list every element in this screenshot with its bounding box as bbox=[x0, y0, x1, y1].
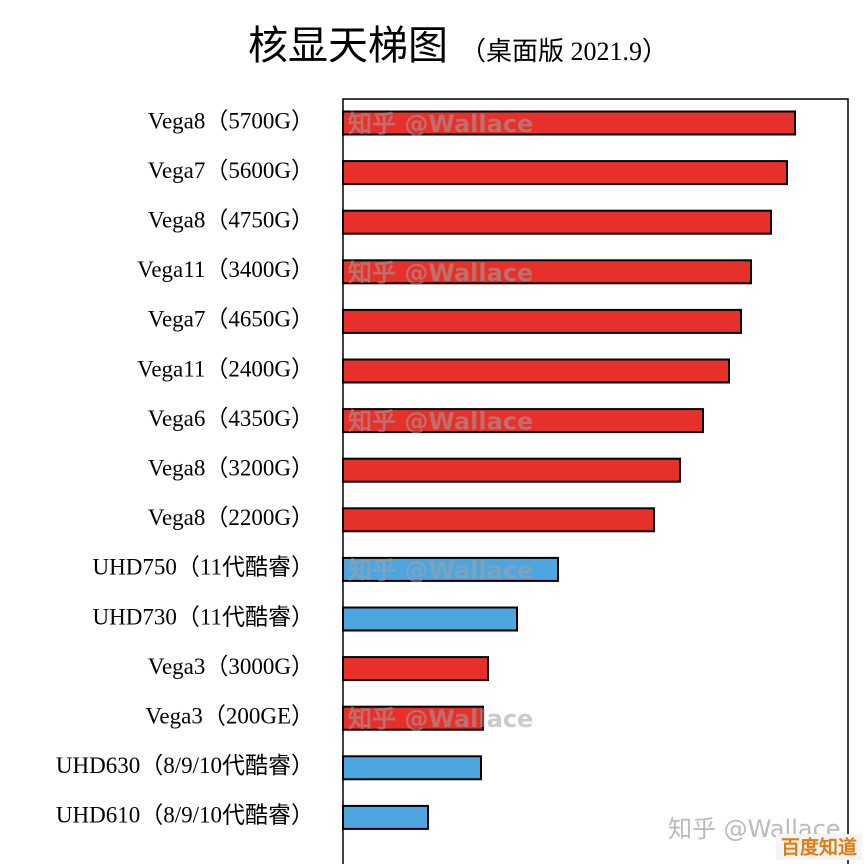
bar bbox=[342, 209, 772, 235]
bar bbox=[342, 507, 655, 533]
chart-subtitle: （桌面版 2021.9） bbox=[460, 37, 668, 66]
bar bbox=[342, 308, 742, 334]
bar bbox=[342, 160, 788, 186]
bar bbox=[342, 358, 730, 384]
y-tick-label: UHD730（11代酷睿） bbox=[93, 604, 314, 629]
y-tick-label: Vega7（5600G） bbox=[148, 158, 314, 183]
watermark: 知乎 @Wallace bbox=[348, 556, 533, 584]
bar bbox=[342, 606, 518, 632]
y-tick-label: Vega7（4650G） bbox=[148, 307, 314, 332]
y-tick-label: Vega11（3400G） bbox=[137, 257, 314, 282]
bar bbox=[342, 457, 681, 483]
bar bbox=[342, 755, 482, 781]
plot-frame bbox=[342, 98, 849, 864]
watermark: 知乎 @Wallace bbox=[348, 705, 533, 733]
y-tick-label: Vega11（2400G） bbox=[137, 356, 314, 381]
bar bbox=[342, 259, 752, 285]
y-tick-label: Vega8（5700G） bbox=[148, 108, 314, 133]
bar bbox=[342, 656, 489, 682]
bar bbox=[342, 556, 559, 582]
watermark: 知乎 @Wallace bbox=[348, 408, 533, 436]
chart-title: 核显天梯图 bbox=[248, 23, 448, 68]
y-tick-label: UHD750（11代酷睿） bbox=[93, 555, 314, 580]
y-tick-label: Vega3（200GE） bbox=[145, 703, 314, 728]
logo-bg bbox=[776, 834, 862, 860]
watermark: 知乎 @Wallace bbox=[348, 259, 533, 287]
watermark: 知乎 @Wallace bbox=[348, 110, 533, 138]
y-tick-label: UHD630（8/9/10代酷睿） bbox=[56, 753, 314, 778]
bar bbox=[342, 408, 704, 434]
logo: 百度知道 bbox=[781, 836, 857, 859]
y-tick-label: Vega6（4350G） bbox=[148, 406, 314, 431]
bar bbox=[342, 705, 484, 731]
bar bbox=[342, 110, 796, 136]
y-tick-label: Vega8（3200G） bbox=[148, 455, 314, 480]
y-tick-label: UHD610（8/9/10代酷睿） bbox=[56, 803, 314, 828]
bar bbox=[342, 804, 429, 830]
y-tick-label: Vega8（4750G） bbox=[148, 207, 314, 232]
y-tick-label: Vega8（2200G） bbox=[148, 505, 314, 530]
y-tick-label: Vega3（3000G） bbox=[148, 654, 314, 679]
